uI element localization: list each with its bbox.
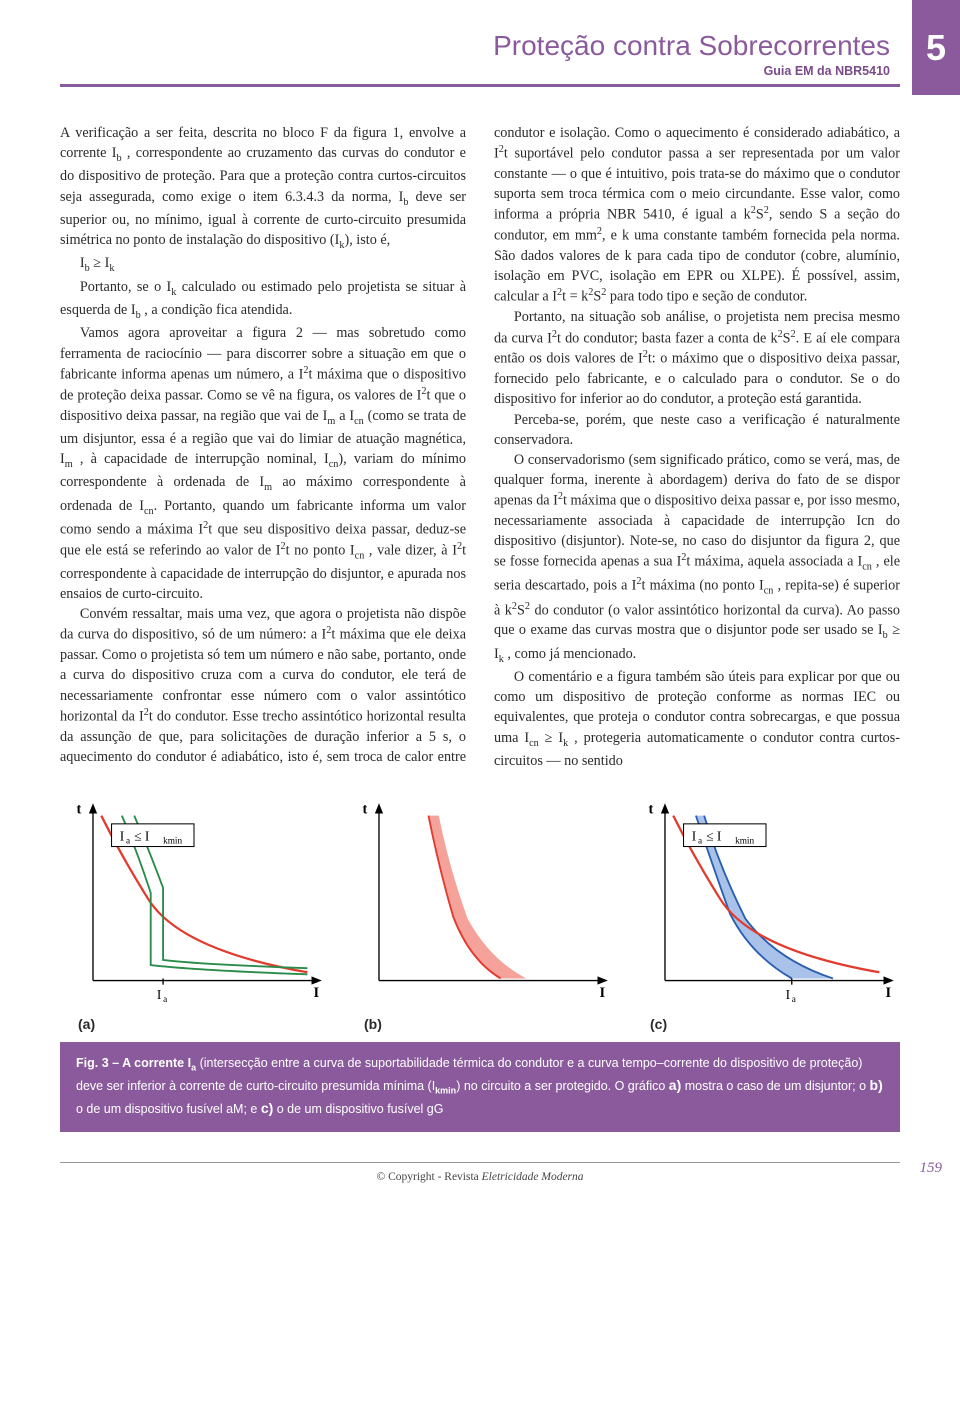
paragraph: Vamos agora aproveitar a figura 2 — mas … <box>60 323 466 604</box>
header-title: Proteção contra Sobrecorrentes <box>0 30 890 62</box>
figure-caption: Fig. 3 – A corrente Ia (intersecção entr… <box>60 1042 900 1133</box>
panel-label: (c) <box>632 1016 900 1032</box>
figure-3: t I I a I a ≤ I kmin (a) t <box>0 795 960 1031</box>
svg-text:I: I <box>786 987 790 1002</box>
figure-panel-b: t I I a I a ≤ I kmin (b) <box>346 795 614 1031</box>
body-columns: A verificação a ser feita, descrita no b… <box>60 123 900 771</box>
svg-text:I: I <box>157 987 161 1002</box>
paragraph: O conservadorismo (sem significado práti… <box>494 450 900 667</box>
page-header: Proteção contra Sobrecorrentes Guia EM d… <box>0 0 960 95</box>
svg-text:I: I <box>886 985 892 1001</box>
footer-copyright: © Copyright - Revista Eletricidade Moder… <box>60 1162 900 1193</box>
svg-text:t: t <box>76 802 81 818</box>
formula: Ib ≥ Ik <box>60 253 466 276</box>
paragraph: Portanto, na situação sob análise, o pro… <box>494 307 900 409</box>
page-number: 159 <box>920 1160 943 1177</box>
figure-panel-a: t I I a I a ≤ I kmin (a) <box>60 795 328 1031</box>
panel-label: (b) <box>346 1016 614 1032</box>
paragraph: O comentário e a figura também são úteis… <box>494 667 900 771</box>
svg-text:I: I <box>600 985 606 1001</box>
svg-text:t: t <box>648 802 653 818</box>
svg-text:≤ I: ≤ I <box>706 828 721 843</box>
svg-text:a: a <box>792 995 796 1005</box>
svg-text:I: I <box>692 828 696 843</box>
paragraph: Portanto, se o Ik calculado ou estimado … <box>60 277 466 324</box>
svg-text:a: a <box>126 836 130 846</box>
chapter-badge: 5 <box>912 0 960 95</box>
svg-text:≤ I: ≤ I <box>134 828 149 843</box>
svg-text:a: a <box>163 995 167 1005</box>
svg-text:kmin: kmin <box>163 836 182 846</box>
svg-text:I: I <box>314 985 320 1001</box>
header-subtitle: Guia EM da NBR5410 <box>0 64 890 78</box>
paragraph: A verificação a ser feita, descrita no b… <box>60 123 466 253</box>
figure-panel-c: t I I a I a ≤ I kmin (c) <box>632 795 900 1031</box>
svg-text:I: I <box>120 828 124 843</box>
svg-text:kmin: kmin <box>735 836 754 846</box>
svg-text:a: a <box>698 836 702 846</box>
panel-label: (a) <box>60 1016 328 1032</box>
svg-text:t: t <box>362 802 367 818</box>
header-rule <box>60 84 900 87</box>
paragraph: Perceba-se, porém, que neste caso a veri… <box>494 410 900 450</box>
